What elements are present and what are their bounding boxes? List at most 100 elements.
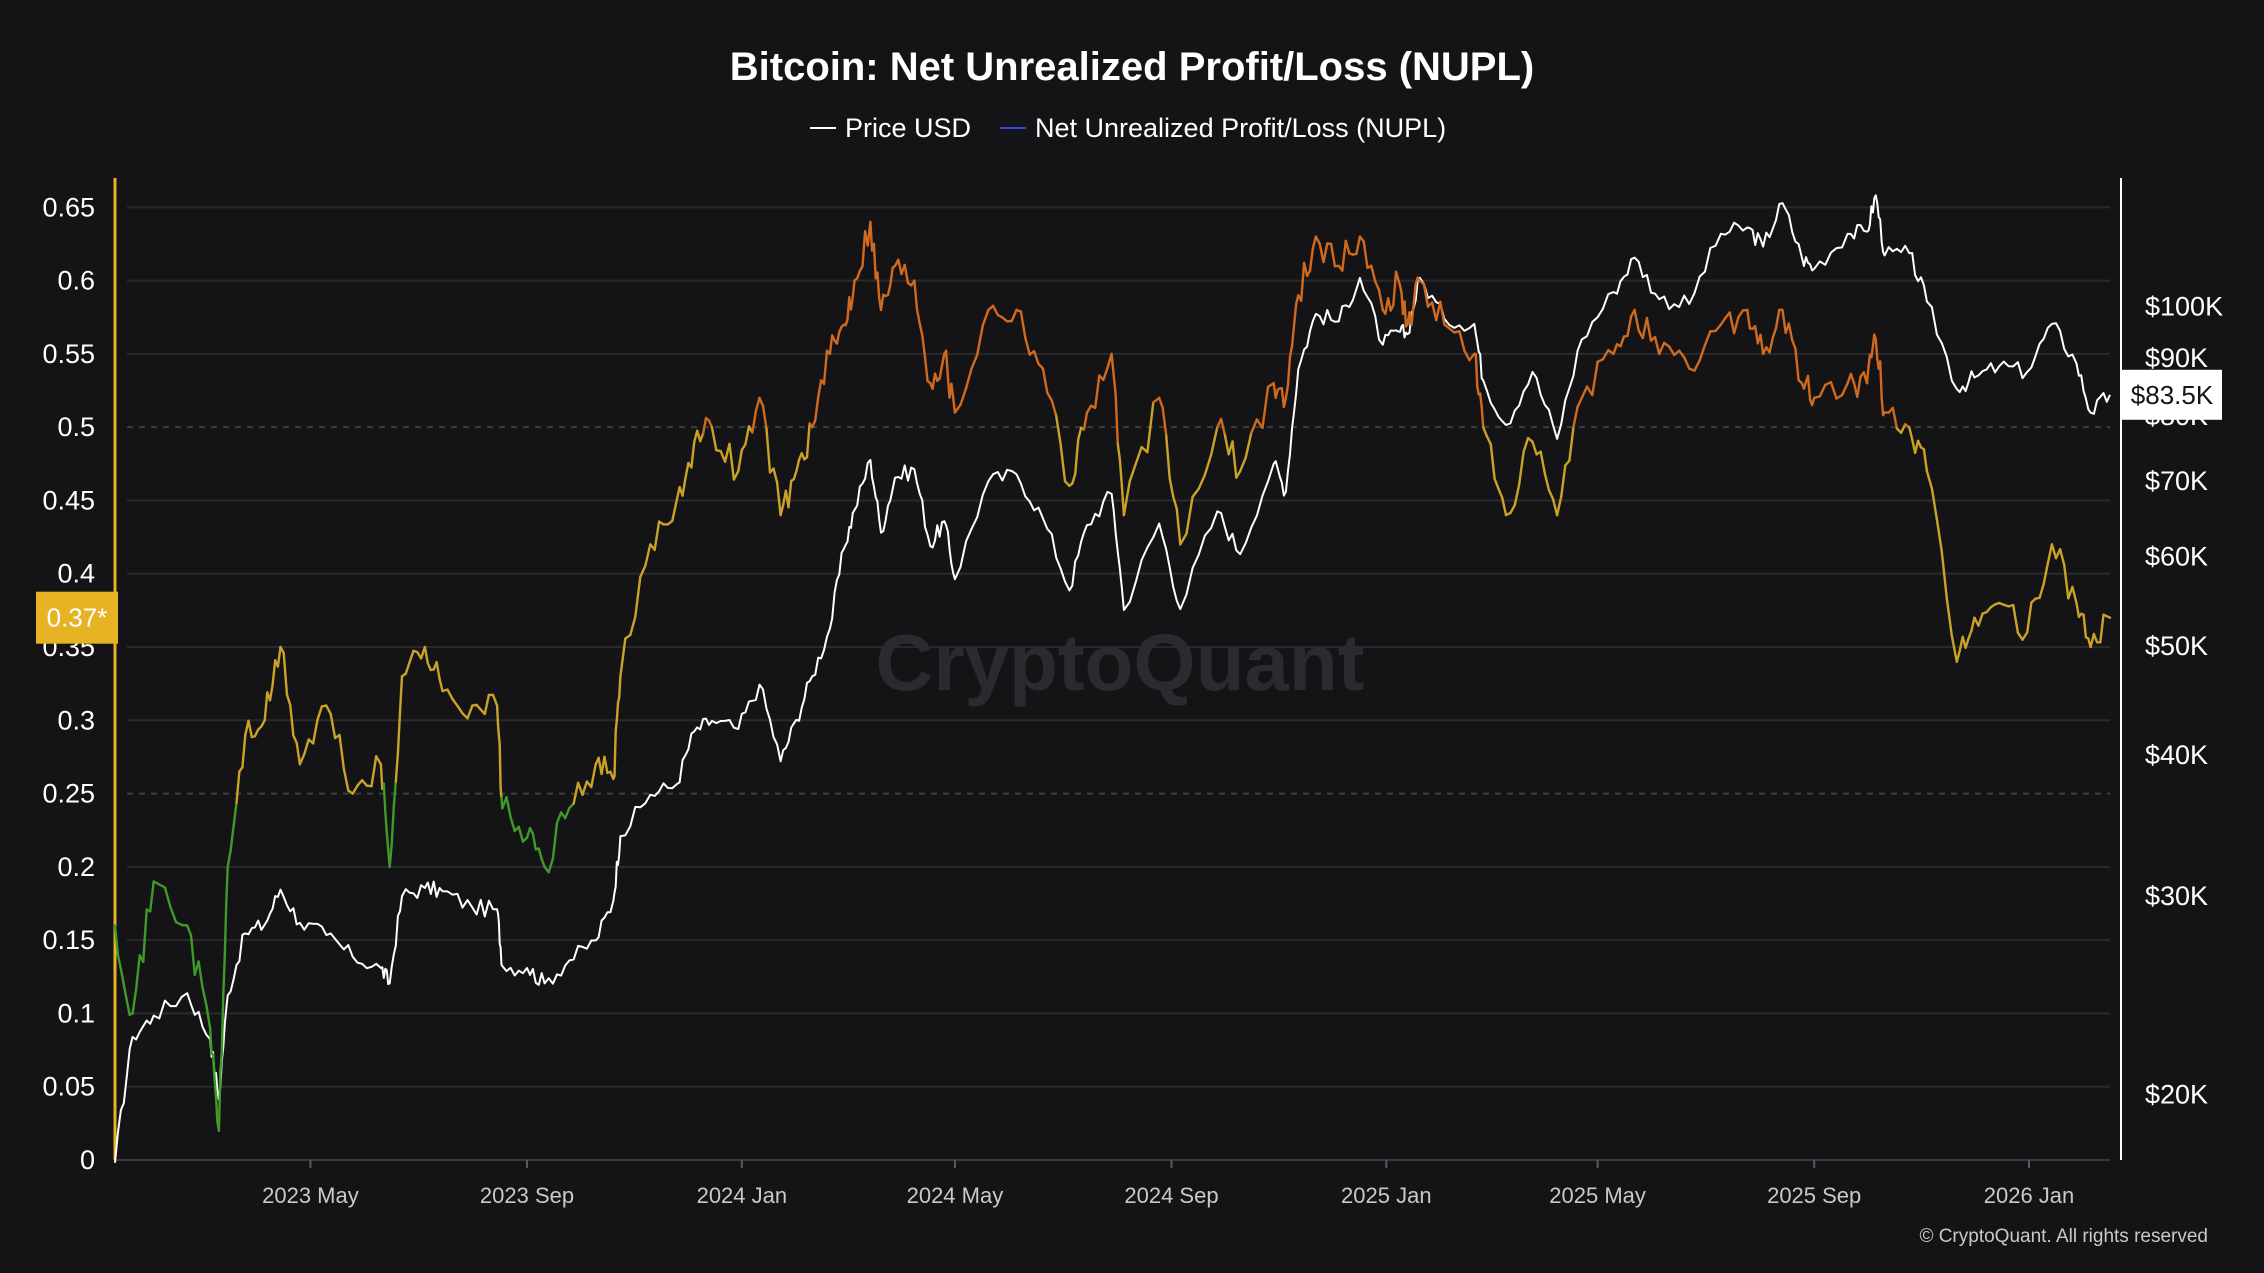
nupl-segment: [2062, 563, 2070, 600]
nupl-segment: [1874, 338, 1879, 361]
nupl-segment: [923, 355, 929, 383]
nupl-segment: [1282, 396, 1288, 409]
nupl-segment: [394, 752, 400, 783]
x-tick-label: 2026 Jan: [1984, 1183, 2075, 1208]
nupl-segment: [976, 324, 984, 357]
left-tick-label: 0.4: [57, 559, 95, 589]
nupl-segment: [208, 1026, 213, 1055]
nupl-segment: [224, 865, 229, 906]
nupl-segment: [1626, 315, 1633, 338]
nupl-segment: [744, 425, 751, 446]
nupl-segment: [619, 637, 627, 678]
nupl-segment: [1967, 629, 1973, 640]
nupl-segment: [1728, 311, 1736, 335]
nupl-segment: [491, 693, 499, 707]
left-tick-label: 0.6: [57, 266, 95, 296]
nupl-segment: [329, 712, 337, 740]
nupl-segment: [1677, 349, 1686, 359]
nupl-segment: [1619, 335, 1626, 348]
nupl-segment: [876, 271, 881, 300]
nupl-segment: [576, 781, 584, 796]
legend[interactable]: Price USD Net Unrealized Profit/Loss (NU…: [810, 113, 1446, 143]
nupl-segment: [131, 988, 138, 1015]
right-current-value-marker: $83.5K: [2122, 369, 2222, 420]
legend-nupl-label[interactable]: Net Unrealized Profit/Loss (NUPL): [1035, 113, 1446, 143]
nupl-segment: [1601, 348, 1610, 361]
nupl-segment: [613, 729, 617, 778]
x-axis-ticks: 2023 May 2023 Sep 2024 Jan 2024 May 2024 Sep…: [262, 1160, 2074, 1208]
nupl-segment: [1398, 284, 1403, 295]
nupl-segment: [1829, 381, 1838, 400]
nupl-segment: [828, 334, 834, 356]
right-tick-label: $20K: [2145, 1080, 2208, 1110]
right-tick-label: $60K: [2145, 542, 2208, 572]
nupl-segment: [1286, 355, 1292, 387]
legend-price-label[interactable]: Price USD: [845, 113, 971, 143]
nupl-segment: [1093, 374, 1101, 410]
nupl-segment: [1591, 360, 1599, 397]
nupl-segment: [1572, 405, 1579, 429]
nupl-segment: [940, 352, 946, 367]
nupl-segment: [1041, 367, 1049, 394]
nupl-segment: [787, 479, 793, 509]
nupl-segment: [392, 780, 397, 809]
nupl-segment: [1318, 242, 1325, 264]
nupl-segment: [385, 831, 390, 851]
nupl-segment: [263, 691, 269, 722]
nupl-segment: [276, 645, 282, 668]
nupl-segment: [1046, 391, 1054, 402]
nupl-segment: [690, 440, 696, 469]
nupl-segment: [1818, 383, 1827, 398]
nupl-segment: [615, 701, 620, 722]
nupl-segment: [959, 386, 968, 406]
nupl-segment: [1714, 323, 1723, 333]
nupl-segment: [1261, 385, 1270, 429]
nupl-segment: [189, 934, 197, 976]
left-tick-label: 0.1: [57, 998, 95, 1028]
nupl-segment: [761, 404, 768, 430]
nupl-segment: [499, 786, 503, 800]
nupl-segment: [1476, 385, 1480, 396]
nupl-segment: [653, 520, 661, 551]
nupl-segment: [1485, 435, 1493, 446]
nupl-segment: [1964, 637, 1970, 649]
nupl-segment: [1547, 488, 1555, 501]
nupl-segment: [2038, 582, 2045, 599]
nupl-segment: [903, 263, 910, 285]
nupl-segment: [869, 220, 874, 252]
right-tick-label: $30K: [2145, 881, 2208, 911]
nupl-segment: [1568, 425, 1575, 462]
nupl-segment: [1054, 414, 1062, 446]
nupl-segment: [122, 983, 128, 1002]
left-current-value-marker: 0.37*: [36, 591, 118, 644]
nupl-segment: [1102, 366, 1109, 382]
nupl-segment: [325, 704, 332, 716]
nupl-segment: [1753, 325, 1760, 345]
nupl-segment: [1370, 264, 1377, 283]
nupl-segment: [1880, 397, 1885, 417]
nupl-segment: [495, 704, 500, 726]
x-tick-label: 2024 Jan: [697, 1183, 788, 1208]
nupl-segment: [226, 849, 232, 869]
nupl-segment: [446, 688, 454, 701]
nupl-segment: [1073, 438, 1080, 476]
nupl-segment: [1311, 235, 1318, 250]
left-tick-label: 0.45: [42, 485, 95, 515]
nupl-segment: [1856, 375, 1862, 398]
nupl-segment: [1790, 339, 1797, 350]
nupl-segment: [1746, 308, 1752, 330]
nupl-segment: [379, 763, 384, 790]
nupl-segment: [1171, 495, 1179, 511]
nupl-segment: [1032, 350, 1040, 366]
nupl-segment: [629, 615, 637, 637]
nupl-segment: [1865, 365, 1870, 385]
nupl-segment: [498, 742, 502, 790]
nupl-segment: [564, 807, 571, 820]
nupl-segment: [338, 733, 346, 771]
nupl-segment: [205, 1003, 212, 1030]
nupl-segment: [1794, 347, 1800, 382]
nupl-segment: [944, 349, 950, 378]
nupl-segment: [1403, 300, 1408, 328]
nupl-segment: [211, 1053, 216, 1080]
nupl-segment: [897, 258, 903, 276]
